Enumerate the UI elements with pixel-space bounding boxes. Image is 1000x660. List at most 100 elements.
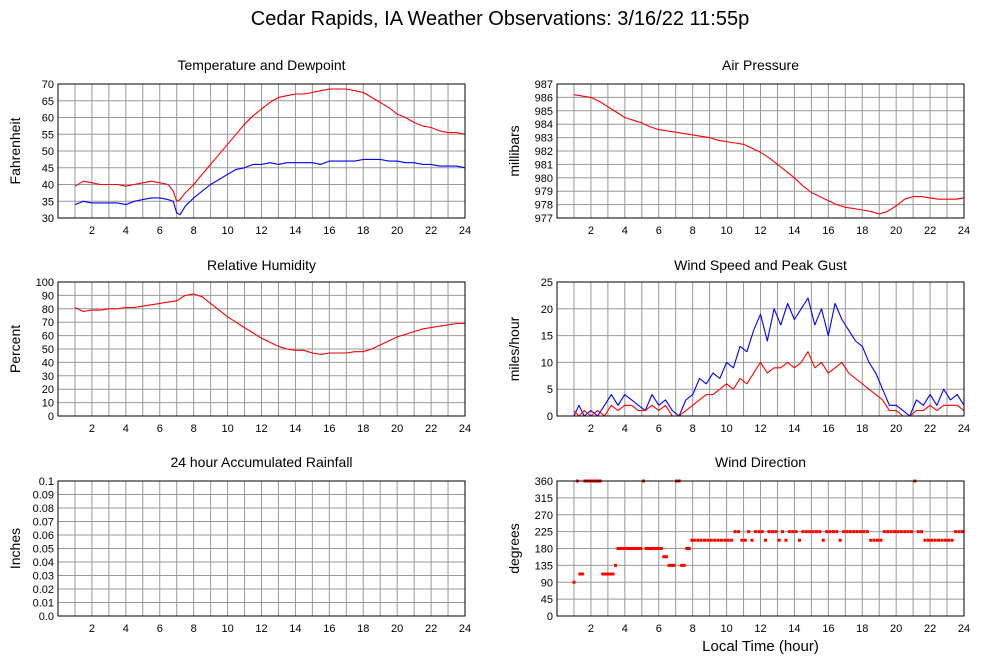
y-tick-label: 55 — [42, 129, 54, 141]
data-point — [879, 538, 883, 542]
data-point — [865, 530, 869, 534]
x-tick-label: 8 — [191, 623, 197, 635]
x-tick-label: 12 — [754, 623, 766, 635]
x-tick-label: 14 — [788, 623, 800, 635]
x-tick-label: 20 — [391, 225, 403, 237]
data-point — [937, 538, 941, 542]
plot-frame — [57, 83, 466, 219]
data-point — [601, 572, 605, 576]
x-tick-label: 12 — [255, 225, 267, 237]
y-tick-label: 987 — [535, 79, 553, 91]
data-point — [821, 538, 825, 542]
data-point — [842, 530, 846, 534]
x-tick-label: 4 — [123, 225, 129, 237]
data-point — [614, 563, 618, 567]
data-point — [736, 530, 740, 534]
data-point — [580, 572, 584, 576]
x-tick-label: 6 — [157, 423, 163, 435]
data-point — [608, 572, 612, 576]
x-tick-label: 16 — [323, 623, 335, 635]
y-axis-label: Inches — [7, 528, 23, 569]
y-tick-label: 0.06 — [33, 530, 54, 542]
data-point — [687, 547, 691, 550]
x-tick-label: 16 — [822, 623, 834, 635]
data-point — [828, 530, 832, 534]
y-tick-label: 0.04 — [33, 557, 54, 569]
data-point — [578, 572, 582, 576]
chart-title: Air Pressure — [722, 57, 799, 73]
data-point — [662, 555, 666, 559]
x-tick-label: 18 — [856, 225, 868, 237]
series-line-0 — [74, 88, 466, 202]
y-tick-label: 60 — [42, 113, 54, 125]
x-tick-label: 2 — [89, 623, 95, 635]
x-tick-label: 6 — [656, 623, 662, 635]
data-point — [940, 538, 944, 542]
data-point — [760, 530, 764, 534]
data-point — [680, 563, 684, 567]
y-tick-label: 981 — [535, 159, 553, 171]
x-tick-label: 10 — [720, 623, 732, 635]
data-point — [950, 538, 954, 542]
data-point — [572, 580, 576, 584]
data-point — [896, 530, 900, 534]
data-point — [644, 547, 648, 550]
series-line-1 — [74, 158, 466, 216]
data-point — [852, 530, 856, 534]
data-point — [845, 530, 849, 534]
data-point — [716, 538, 720, 542]
x-tick-label: 14 — [788, 225, 800, 237]
data-point — [652, 547, 656, 550]
x-axis-label: Local Time (hour) — [702, 638, 819, 655]
data-point — [709, 538, 713, 542]
data-point — [835, 530, 839, 534]
x-tick-label: 20 — [890, 623, 902, 635]
y-tick-label: 0.03 — [33, 571, 54, 583]
x-tick-label: 8 — [690, 623, 696, 635]
chart-title: Relative Humidity — [207, 257, 316, 273]
x-tick-label: 14 — [788, 423, 800, 435]
plot-frame — [57, 281, 466, 417]
y-tick-label: 983 — [535, 133, 553, 145]
data-point — [621, 547, 625, 550]
data-point — [692, 538, 696, 542]
y-tick-label: 40 — [42, 357, 54, 369]
chart-title: Temperature and Dewpoint — [177, 57, 345, 73]
series-line-1 — [573, 351, 965, 417]
data-point — [664, 555, 668, 559]
chart-title: 24 hour Accumulated Rainfall — [170, 454, 352, 470]
x-tick-label: 20 — [890, 423, 902, 435]
x-tick-label: 20 — [391, 423, 403, 435]
data-point — [798, 538, 802, 542]
plot-frame — [556, 281, 965, 417]
y-axis-label: Fahrenheit — [7, 117, 23, 184]
data-point — [657, 547, 661, 550]
data-point — [611, 572, 615, 576]
data-point — [624, 547, 628, 550]
x-tick-label: 2 — [588, 623, 594, 635]
y-tick-label: 25 — [541, 277, 553, 289]
y-tick-label: 980 — [535, 173, 553, 185]
data-point — [616, 547, 620, 550]
data-point — [801, 530, 805, 534]
data-point — [882, 530, 886, 534]
x-tick-label: 16 — [822, 423, 834, 435]
x-tick-label: 8 — [191, 423, 197, 435]
y-tick-label: 20 — [42, 384, 54, 396]
y-tick-label: 45 — [541, 594, 553, 606]
data-point — [916, 530, 920, 534]
data-point — [811, 530, 815, 534]
y-tick-label: 70 — [42, 79, 54, 91]
data-point — [876, 538, 880, 542]
data-point — [730, 538, 734, 542]
data-point — [774, 530, 778, 534]
x-tick-label: 22 — [425, 225, 437, 237]
y-tick-label: 60 — [42, 331, 54, 343]
x-tick-label: 24 — [459, 423, 471, 435]
data-point — [943, 538, 947, 542]
series-line-0 — [74, 293, 465, 355]
x-tick-label: 6 — [656, 225, 662, 237]
x-tick-label: 12 — [255, 623, 267, 635]
x-tick-label: 22 — [924, 423, 936, 435]
